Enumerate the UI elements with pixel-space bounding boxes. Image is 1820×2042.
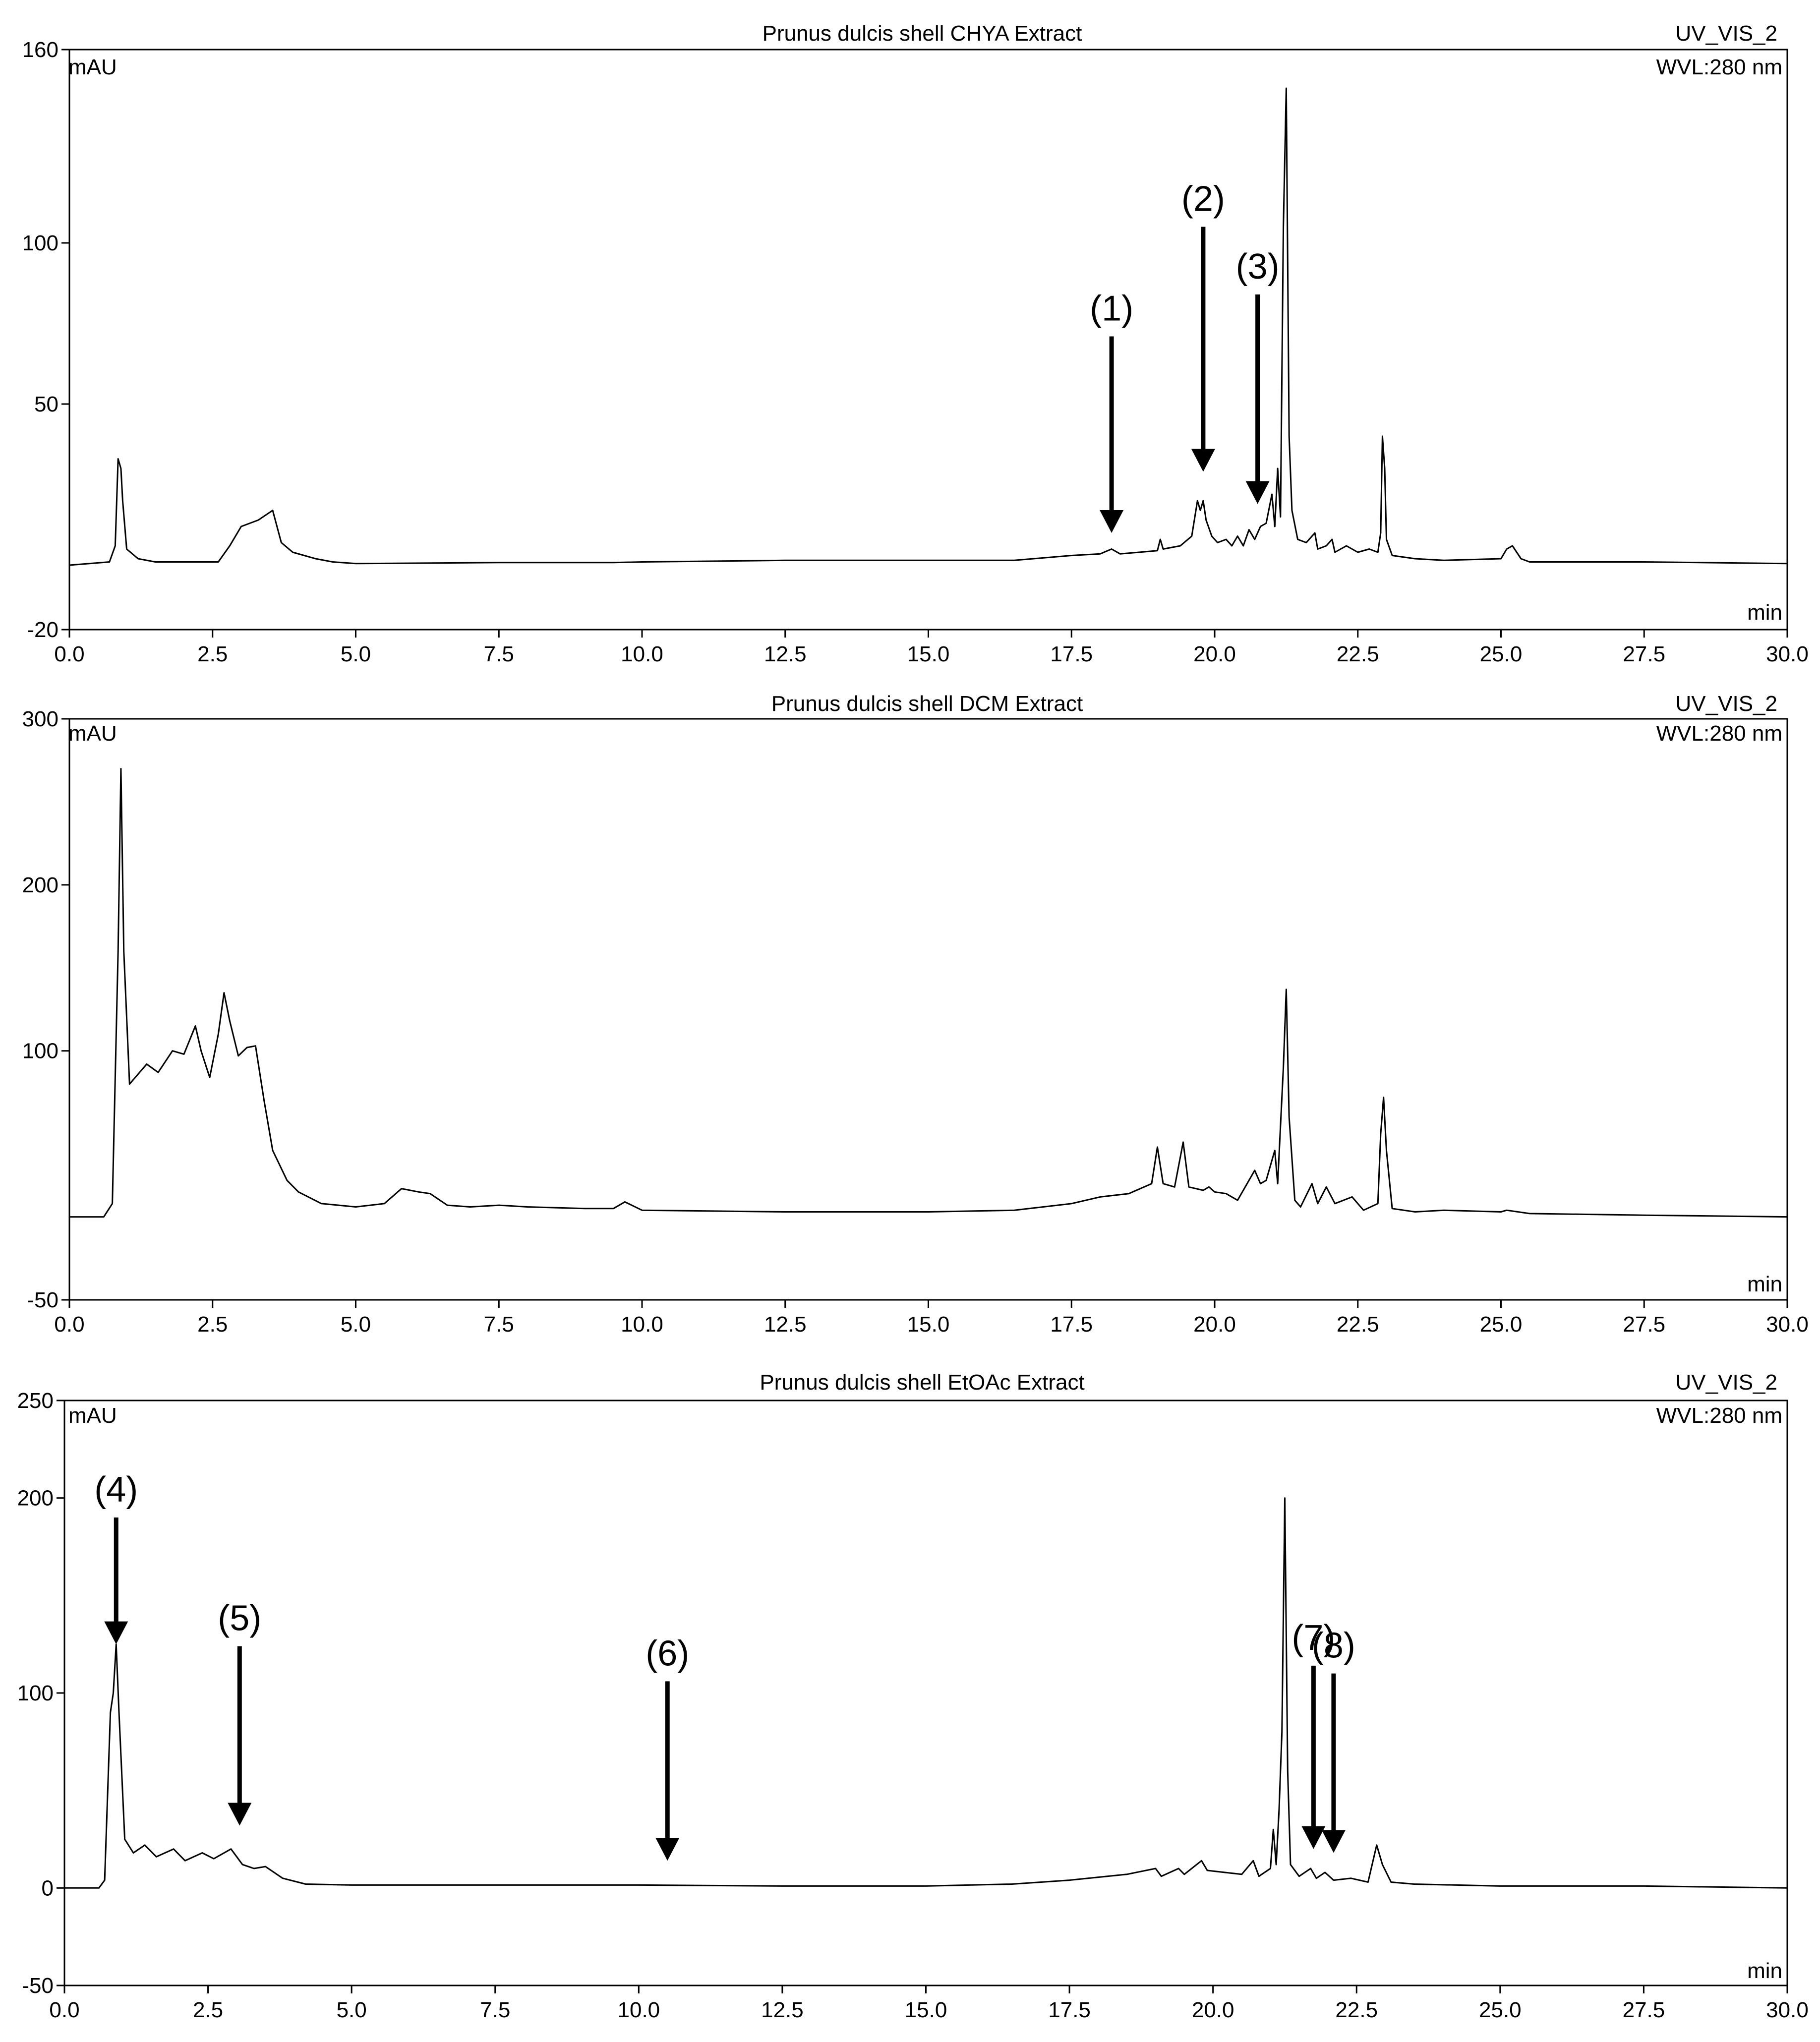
- trace-layer: [69, 87, 1788, 566]
- peak-label: (4): [94, 1470, 138, 1510]
- x-tick-label: 10.0: [621, 1312, 663, 1337]
- x-unit-label: min: [1747, 1959, 1782, 1983]
- trace-layer: [64, 1497, 1788, 1889]
- x-tick-label: 30.0: [1766, 642, 1809, 666]
- x-tick-label: 25.0: [1480, 642, 1523, 666]
- x-tick-label: 22.5: [1335, 1998, 1378, 2022]
- x-tick-label: 2.5: [197, 642, 228, 666]
- peak-arrowhead: [104, 1621, 128, 1644]
- x-tick-label: 17.5: [1048, 1998, 1091, 2022]
- x-unit-label: min: [1747, 1272, 1782, 1296]
- peak-arrowhead: [1301, 1826, 1326, 1849]
- annotation-layer: (1) (2) (3): [1090, 179, 1280, 533]
- x-tick-label: 15.0: [905, 1998, 947, 2022]
- x-tick-label: 7.5: [480, 1998, 510, 2022]
- peak-label: (6): [646, 1634, 689, 1673]
- x-tick-label: 5.0: [337, 1998, 367, 2022]
- y-tick-label: 50: [34, 392, 59, 416]
- trace-layer: [69, 768, 1788, 1218]
- x-tick-label: 20.0: [1192, 1998, 1234, 2022]
- x-tick-label: 17.5: [1050, 1312, 1093, 1337]
- peak-arrowhead: [1100, 510, 1124, 533]
- x-tick-label: 22.5: [1337, 642, 1379, 666]
- x-tick-label: 27.5: [1623, 1998, 1665, 2022]
- x-tick-label: 12.5: [764, 642, 807, 666]
- x-tick-label: 27.5: [1623, 1312, 1665, 1337]
- x-tick-label: 0.0: [54, 1312, 84, 1337]
- y-unit-label: mAU: [68, 1403, 117, 1428]
- chyA-extract-chromatogram: Prunus dulcis shell CHYA Extract UV_VIS_…: [22, 21, 1809, 666]
- wavelength-label: WVL:280 nm: [1656, 55, 1782, 79]
- wavelength-label: WVL:280 nm: [1656, 721, 1782, 746]
- peak-arrowhead: [1321, 1830, 1346, 1853]
- x-tick-label: 0.0: [49, 1998, 79, 2022]
- peak-label: (8): [1312, 1626, 1355, 1666]
- x-tick-label: 12.5: [761, 1998, 804, 2022]
- peak-arrowhead: [1191, 449, 1215, 472]
- peak-label: (1): [1090, 289, 1133, 329]
- x-unit-label: min: [1747, 600, 1782, 625]
- axes: 0.0 2.5 5.0 7.5 10.0 12.5 15.0 17.5 20.0 22.5 25.0…: [17, 1389, 1809, 2022]
- x-tick-label: 7.5: [484, 1312, 514, 1337]
- detector-label: UV_VIS_2: [1676, 21, 1777, 46]
- y-tick-label: -20: [27, 618, 59, 642]
- x-tick-label: 20.0: [1193, 1312, 1236, 1337]
- x-tick-label: 2.5: [197, 1312, 228, 1337]
- peak-label: (7): [1292, 1618, 1335, 1658]
- peak-arrowhead: [1245, 481, 1270, 504]
- chromatogram-trace: [64, 1497, 1788, 1889]
- panel-title: Prunus dulcis shell CHYA Extract: [763, 21, 1082, 46]
- y-tick-label: 100: [22, 231, 59, 255]
- etoac-extract-chromatogram: Prunus dulcis shell EtOAc Extract UV_VIS…: [17, 1370, 1809, 2022]
- x-tick-label: 30.0: [1766, 1998, 1809, 2022]
- x-tick-label: 25.0: [1480, 1312, 1523, 1337]
- panel-title: Prunus dulcis shell DCM Extract: [771, 692, 1083, 716]
- x-tick-label: 27.5: [1623, 642, 1665, 666]
- y-tick-label: 200: [22, 873, 59, 897]
- annotation-layer: (4) (5) (6) (7)(8): [94, 1470, 1355, 1861]
- peak-label: (2): [1181, 179, 1225, 219]
- x-tick-label: 22.5: [1337, 1312, 1379, 1337]
- x-tick-label: 15.0: [907, 642, 950, 666]
- peak-label: (5): [218, 1599, 261, 1638]
- x-tick-label: 30.0: [1766, 1312, 1809, 1337]
- x-tick-label: 10.0: [621, 642, 663, 666]
- panel-title: Prunus dulcis shell EtOAc Extract: [760, 1370, 1084, 1395]
- x-tick-label: 2.5: [193, 1998, 223, 2022]
- x-tick-label: 5.0: [341, 1312, 371, 1337]
- peak-label: (3): [1236, 247, 1280, 287]
- y-tick-label: 0: [42, 1876, 54, 1900]
- chromatogram-trace: [69, 87, 1788, 566]
- y-tick-label: 200: [17, 1486, 54, 1511]
- x-tick-label: 17.5: [1050, 642, 1093, 666]
- y-tick-label: 300: [22, 707, 59, 731]
- y-tick-label: -50: [27, 1288, 59, 1312]
- wavelength-label: WVL:280 nm: [1656, 1403, 1782, 1428]
- x-tick-label: 0.0: [54, 642, 84, 666]
- axes: 0.0 2.5 5.0 7.5 10.0 12.5 15.0 17.5 20.0 22.5 25.0…: [22, 707, 1809, 1337]
- x-tick-label: 15.0: [907, 1312, 950, 1337]
- x-tick-label: 10.0: [618, 1998, 660, 2022]
- peak-arrowhead: [228, 1803, 252, 1826]
- chromatogram-trace: [69, 768, 1788, 1218]
- x-tick-label: 5.0: [341, 642, 371, 666]
- x-tick-label: 25.0: [1479, 1998, 1522, 2022]
- x-tick-label: 12.5: [764, 1312, 807, 1337]
- dcm-extract-chromatogram: Prunus dulcis shell DCM Extract UV_VIS_2…: [22, 692, 1809, 1337]
- y-unit-label: mAU: [68, 55, 117, 79]
- y-tick-label: 100: [17, 1681, 54, 1705]
- axes: 0.0 2.5 5.0 7.5 10.0 12.5 15.0 17.5 20.0 22.5 25.0…: [22, 38, 1809, 666]
- x-tick-label: 7.5: [484, 642, 514, 666]
- detector-label: UV_VIS_2: [1676, 1370, 1777, 1395]
- detector-label: UV_VIS_2: [1676, 692, 1777, 716]
- y-unit-label: mAU: [68, 721, 117, 746]
- y-tick-label: -50: [22, 1974, 54, 1998]
- y-tick-label: 250: [17, 1389, 54, 1413]
- peak-arrowhead: [655, 1838, 680, 1861]
- y-tick-label: 160: [22, 38, 59, 62]
- y-tick-label: 100: [22, 1039, 59, 1063]
- x-tick-label: 20.0: [1193, 642, 1236, 666]
